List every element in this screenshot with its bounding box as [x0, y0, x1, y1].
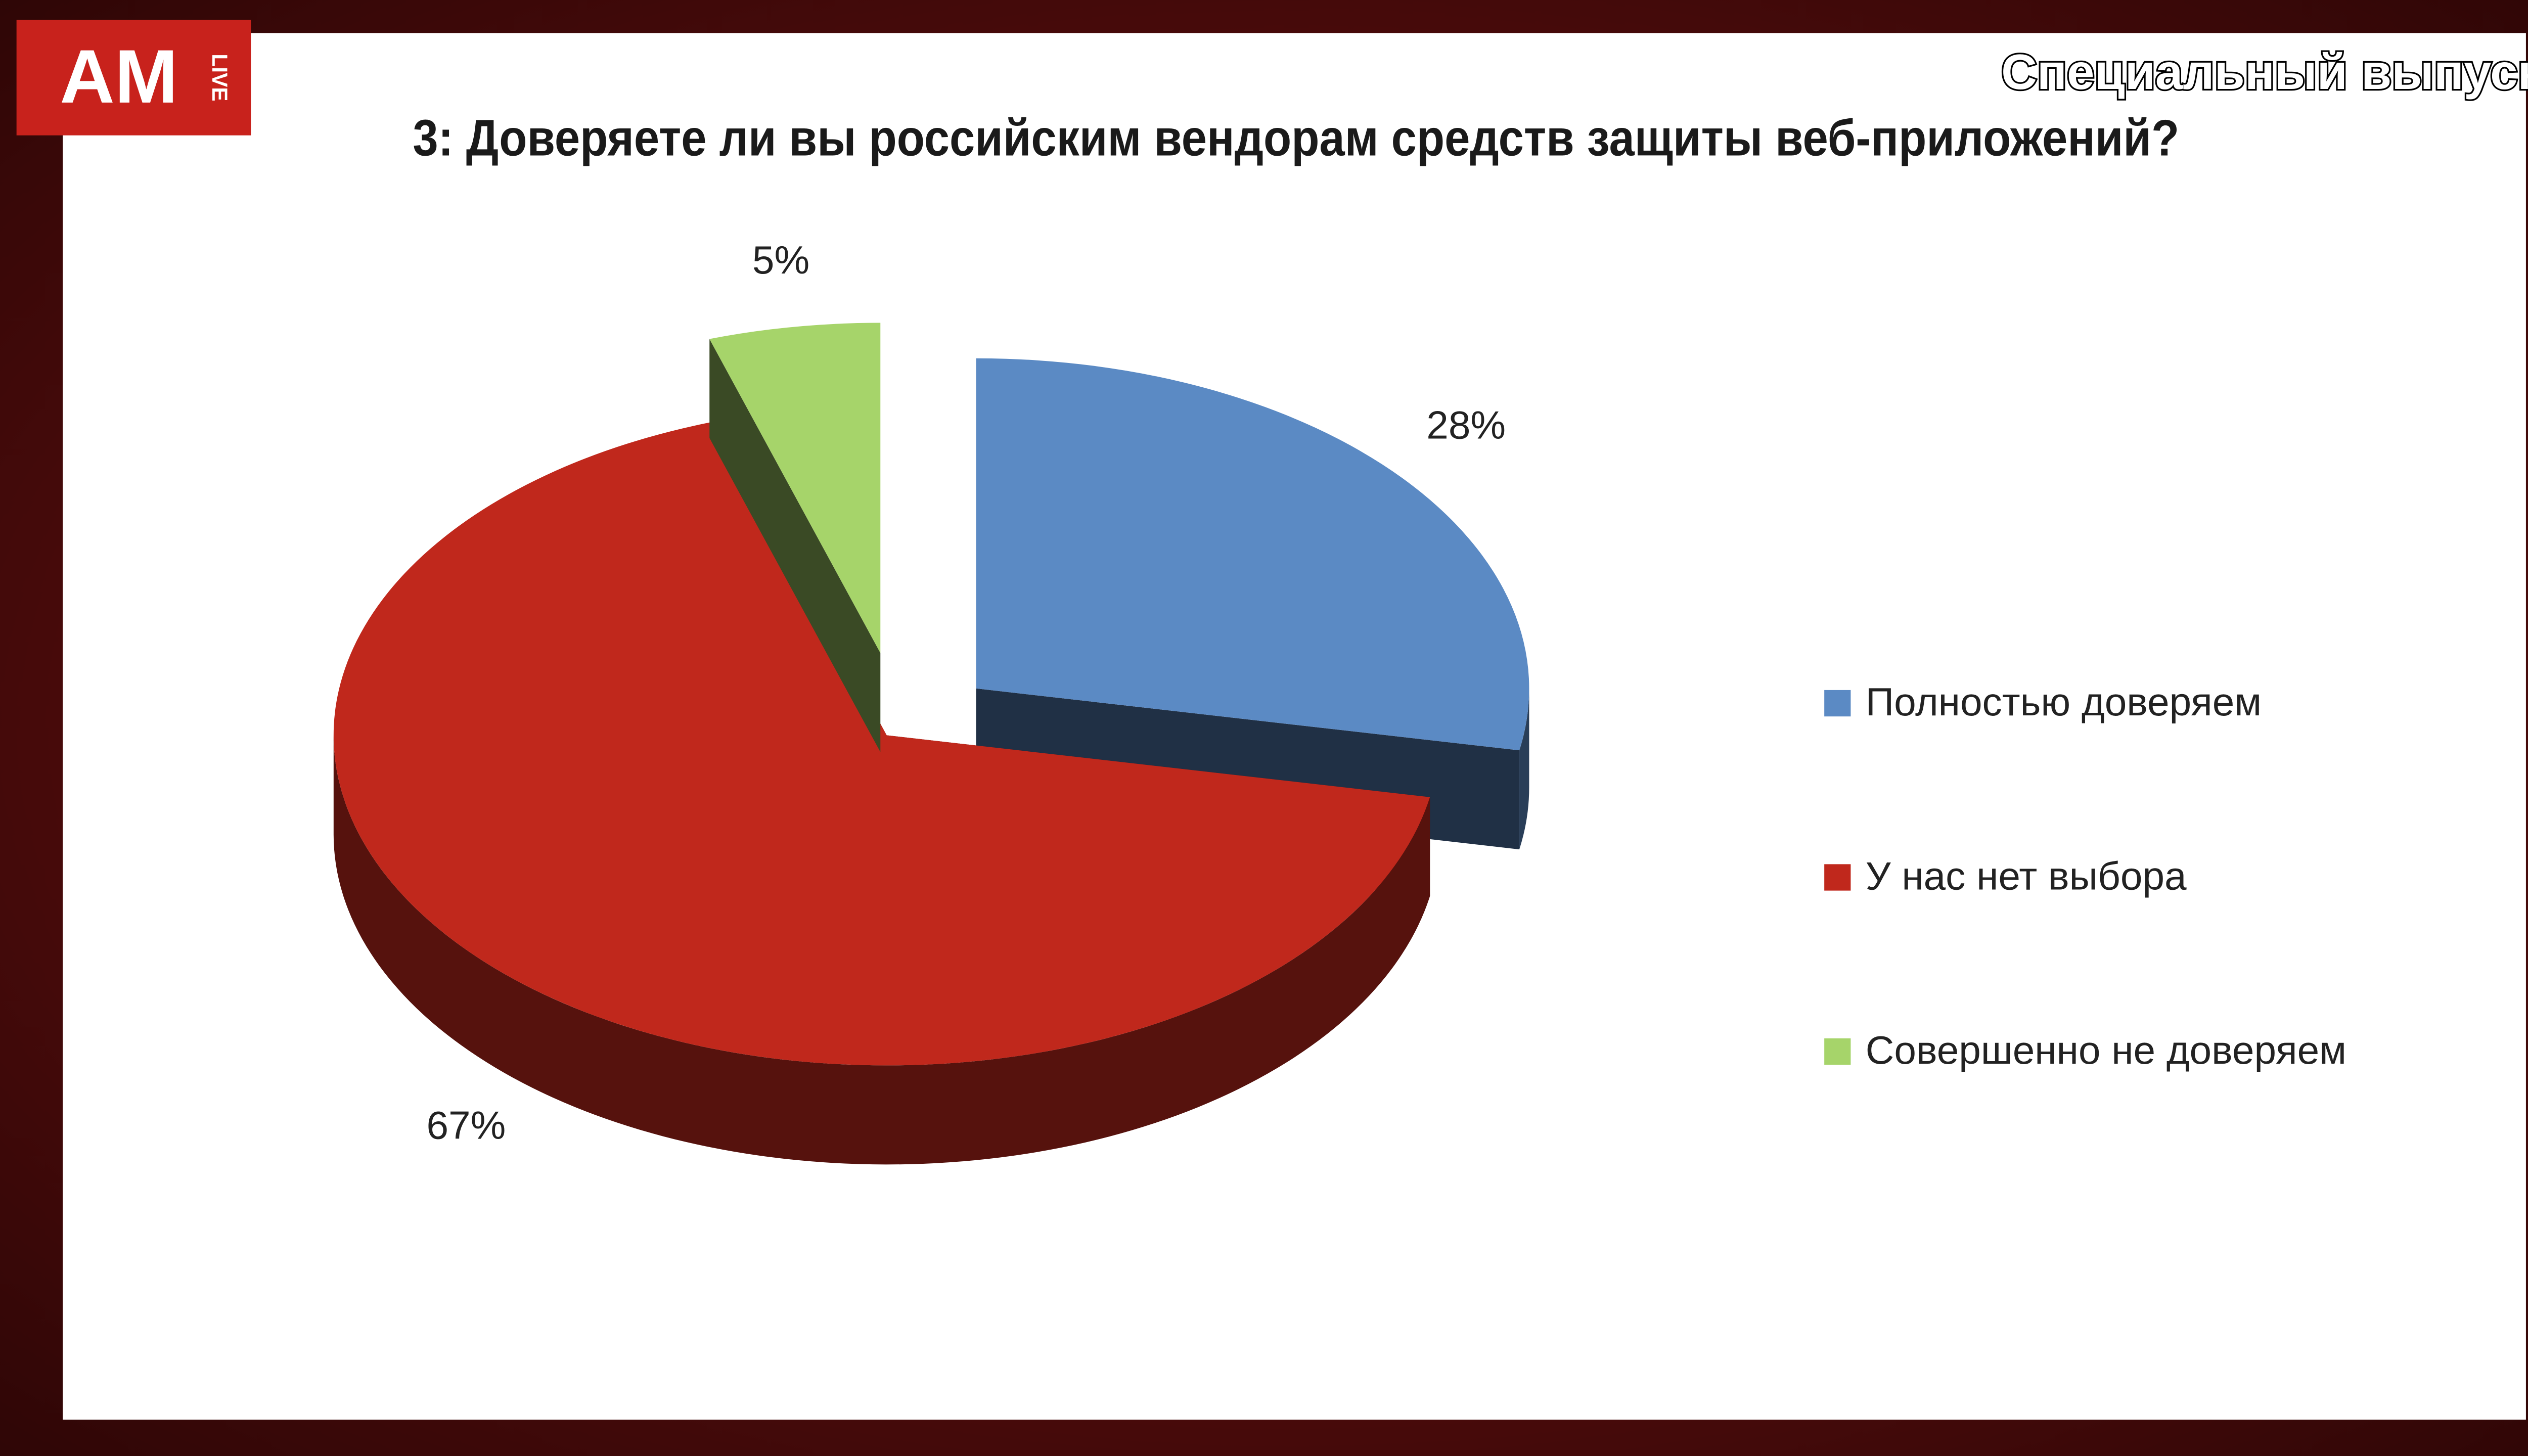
slice-top [333, 421, 1430, 1066]
slice-rim [333, 735, 1430, 1165]
legend-label: У нас нет выбора [1866, 853, 2187, 898]
logo-box [16, 20, 251, 135]
slice [333, 421, 1430, 1165]
slice [709, 323, 881, 752]
value-label: 28% [1426, 402, 1506, 447]
logo-sub: LIVE [208, 54, 232, 101]
legend-swatch [1824, 864, 1851, 891]
legend-swatch [1824, 690, 1851, 717]
logo-text: AM [60, 34, 178, 119]
slice-wall [709, 339, 881, 752]
legend-label: Полностью доверяем [1866, 679, 2262, 724]
legend-swatch [1824, 1038, 1851, 1065]
slice-rim [1519, 688, 1529, 850]
slice-top [709, 323, 881, 653]
legend-label: Совершенно не доверяем [1866, 1028, 2346, 1072]
slice-top [976, 358, 1529, 751]
value-label: 5% [752, 238, 809, 282]
pie [333, 323, 1529, 1165]
chart-title: 3: Доверяете ли вы российским вендорам с… [413, 110, 2179, 167]
value-label: 67% [426, 1103, 506, 1147]
badge-text: Специальный выпуск [2001, 44, 2528, 100]
